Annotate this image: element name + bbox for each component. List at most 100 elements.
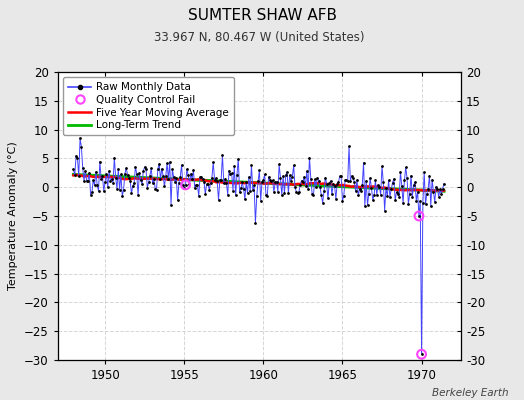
Point: [173, 197, 182, 204]
Point: [121, 170, 129, 177]
Point: [89, 177, 97, 183]
Point: [233, 172, 241, 178]
Point: [113, 186, 121, 192]
Point: [216, 177, 224, 184]
Point: [176, 174, 184, 180]
Point: [385, 177, 393, 184]
Point: [134, 192, 142, 198]
Point: [440, 180, 448, 187]
Point: [380, 207, 389, 214]
Point: [307, 176, 315, 182]
Point: [439, 186, 447, 192]
Point: [123, 172, 132, 178]
Point: [88, 189, 96, 196]
Point: [292, 188, 300, 195]
Point: [178, 162, 186, 168]
Point: [79, 164, 87, 171]
Point: [119, 186, 128, 193]
Point: [82, 178, 91, 184]
Point: [424, 185, 432, 192]
Point: [425, 172, 434, 179]
Point: [224, 192, 232, 198]
Point: [86, 191, 95, 198]
Point: [341, 177, 350, 184]
Point: [72, 152, 80, 159]
Point: [200, 178, 208, 185]
Point: [254, 178, 262, 185]
Point: [166, 159, 174, 165]
Point: [337, 173, 345, 180]
Point: [340, 193, 348, 199]
Point: [325, 180, 333, 186]
Point: [76, 135, 84, 142]
Point: [197, 174, 205, 180]
Point: [274, 188, 282, 195]
Point: [299, 179, 307, 185]
Point: [181, 182, 190, 188]
Point: [122, 165, 130, 172]
Point: [106, 178, 115, 185]
Point: [85, 170, 93, 176]
Point: [383, 193, 391, 200]
Point: [314, 178, 323, 184]
Point: [202, 181, 211, 188]
Point: [221, 176, 230, 182]
Point: [94, 188, 103, 194]
Point: [164, 176, 172, 182]
Text: SUMTER SHAW AFB: SUMTER SHAW AFB: [188, 8, 336, 23]
Point: [355, 186, 364, 192]
Point: [321, 174, 330, 181]
Point: [378, 163, 386, 169]
Point: [403, 175, 411, 182]
Point: [205, 186, 213, 193]
Point: [279, 173, 287, 179]
Point: [284, 190, 292, 196]
Point: [248, 186, 257, 193]
Point: [192, 181, 200, 188]
Point: [416, 198, 424, 204]
Point: [115, 187, 124, 193]
Point: [187, 171, 195, 177]
Point: [272, 178, 281, 185]
Point: [73, 154, 82, 161]
Point: [210, 176, 219, 183]
Point: [399, 200, 407, 207]
Point: [316, 184, 324, 190]
Point: [434, 193, 443, 200]
Point: [110, 154, 118, 161]
Point: [281, 172, 290, 178]
Point: [409, 182, 418, 188]
Point: [330, 182, 339, 189]
Point: [396, 169, 405, 175]
Point: [138, 180, 146, 187]
Point: [392, 189, 401, 195]
Point: [80, 178, 88, 184]
Point: [206, 180, 215, 186]
Point: [350, 178, 358, 185]
Point: [213, 178, 221, 184]
Point: [368, 196, 377, 203]
Point: [406, 190, 414, 197]
Point: [401, 164, 410, 171]
Point: [324, 195, 332, 202]
Point: [283, 169, 291, 175]
Point: [301, 183, 310, 189]
Point: [253, 193, 261, 199]
Point: [235, 189, 244, 196]
Point: [298, 178, 306, 184]
Point: [373, 192, 381, 198]
Point: [400, 177, 409, 184]
Point: [156, 176, 165, 182]
Point: [391, 197, 399, 204]
Point: [143, 184, 151, 191]
Point: [219, 152, 227, 158]
Point: [346, 178, 355, 184]
Point: [322, 180, 331, 187]
Point: [344, 177, 352, 184]
Title: 33.967 N, 80.467 W (United States): 33.967 N, 80.467 W (United States): [154, 32, 365, 44]
Point: [100, 188, 108, 194]
Point: [208, 174, 216, 181]
Point: [146, 172, 154, 179]
Point: [398, 183, 406, 190]
Point: [386, 194, 394, 200]
